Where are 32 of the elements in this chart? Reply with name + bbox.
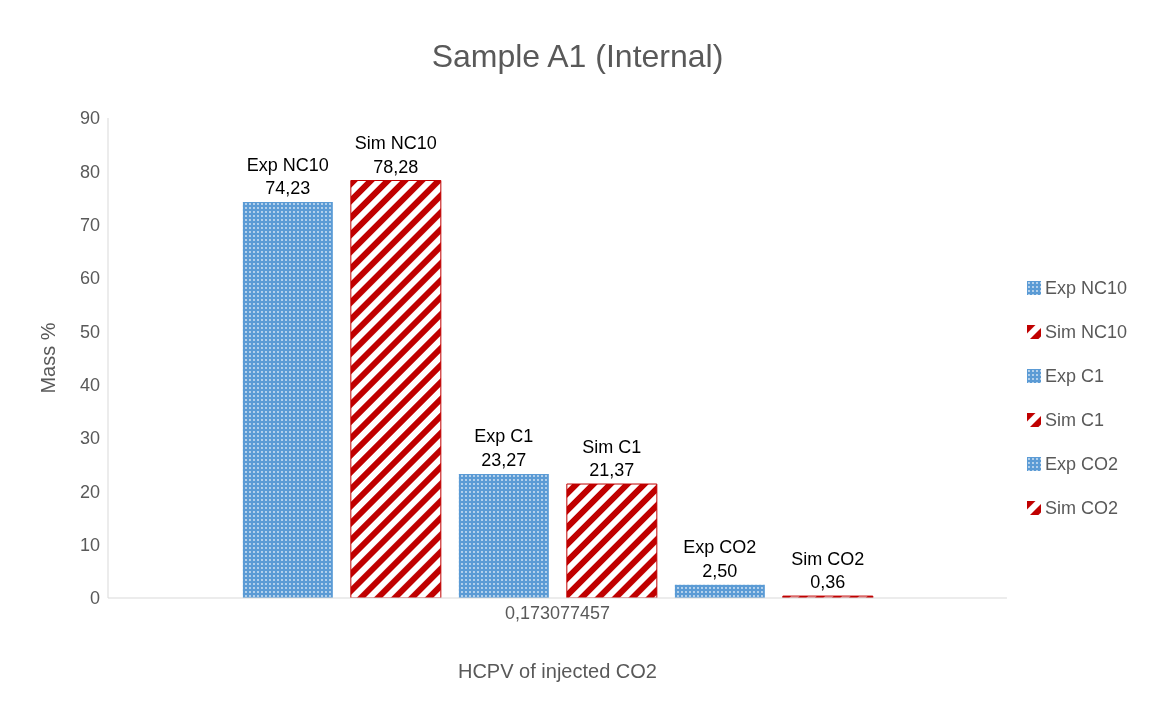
x-axis-title: HCPV of injected CO2 (457, 660, 657, 682)
text: Sim C1 (582, 436, 642, 457)
y-tick-label: 60 (79, 268, 100, 289)
text: Exp C1 (474, 426, 534, 447)
text: Exp NC10 (246, 154, 329, 175)
legend-label: Exp CO2 (1044, 453, 1118, 476)
text: Sim NC10 (354, 133, 437, 154)
legend-label: Sim C1 (1044, 409, 1104, 432)
x-tick-label: 0,173077457 (504, 602, 611, 623)
data-label: 2,50 (702, 560, 738, 581)
y-tick-label: 80 (79, 161, 100, 182)
data-label: 74,23 (265, 178, 311, 199)
legend-label: Sim NC10 (1044, 321, 1127, 344)
text: Exp CO2 (683, 537, 757, 558)
y-tick-label: 50 (79, 321, 100, 342)
legend-label: Sim CO2 (1044, 497, 1118, 520)
legend-label: Exp C1 (1044, 365, 1104, 388)
data-label: 21,37 (589, 460, 635, 481)
y-tick-label: 20 (79, 481, 100, 502)
text: Sim CO2 (791, 548, 865, 569)
chart-title: Sample A1 (Internal) (430, 37, 725, 76)
data-label: 78,28 (373, 156, 419, 177)
legend-label: Exp NC10 (1044, 277, 1127, 300)
y-tick-label: 70 (79, 215, 100, 236)
y-tick-label: 0 (89, 588, 100, 609)
y-tick-label: 90 (79, 108, 100, 129)
y-tick-label: 30 (79, 428, 100, 449)
data-label: 0,36 (810, 572, 846, 593)
y-axis-title: Mass % (37, 322, 60, 394)
y-tick-label: 40 (79, 375, 100, 396)
data-label: 23,27 (481, 449, 527, 470)
y-tick-label: 10 (79, 535, 100, 556)
